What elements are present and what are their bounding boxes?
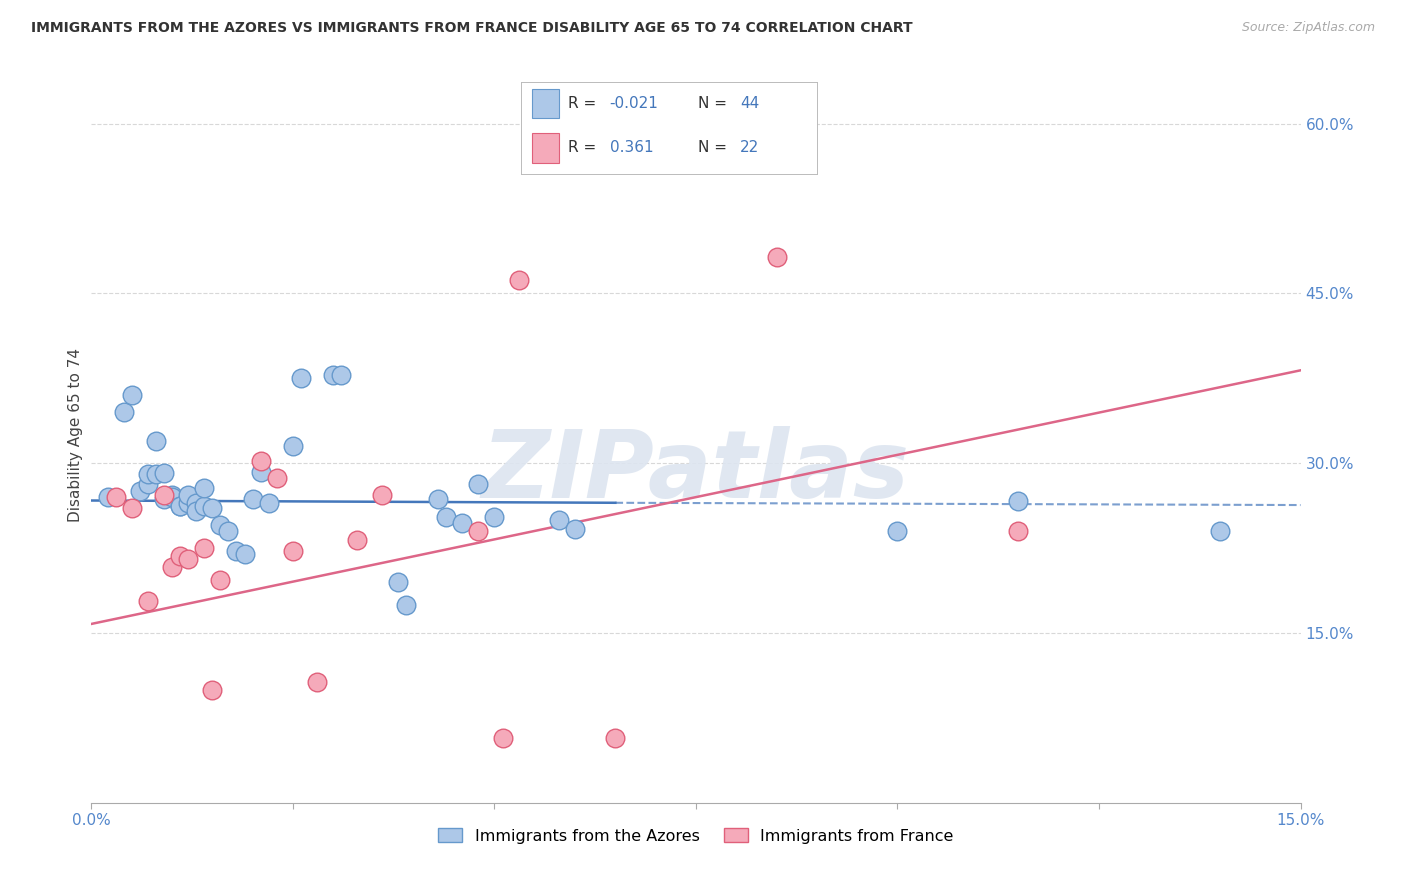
Point <box>145 434 167 448</box>
Point <box>1007 493 1029 508</box>
Point <box>491 731 513 746</box>
Point <box>1007 524 1029 538</box>
Point <box>153 488 176 502</box>
Point <box>160 490 183 504</box>
Point <box>145 467 167 482</box>
Point <box>605 731 627 746</box>
Point <box>169 499 191 513</box>
Point <box>281 544 304 558</box>
Point <box>249 454 271 468</box>
Point <box>128 484 150 499</box>
Point <box>387 575 409 590</box>
Point <box>160 560 183 574</box>
Point <box>765 250 787 264</box>
Point <box>467 524 489 538</box>
Point <box>104 490 127 504</box>
Point <box>201 501 224 516</box>
Point <box>249 465 271 479</box>
Point <box>281 439 304 453</box>
Point <box>266 471 288 485</box>
Point <box>225 544 247 558</box>
Point <box>886 524 908 538</box>
Point <box>209 573 232 587</box>
Point <box>186 504 208 518</box>
Point <box>395 598 418 612</box>
Point <box>451 516 474 530</box>
Text: Source: ZipAtlas.com: Source: ZipAtlas.com <box>1241 21 1375 35</box>
Point <box>177 552 200 566</box>
Point <box>193 541 215 555</box>
Point <box>548 513 571 527</box>
Point <box>233 547 256 561</box>
Point <box>508 273 530 287</box>
Point <box>257 496 280 510</box>
Point <box>307 674 329 689</box>
Point <box>96 490 118 504</box>
Point <box>136 594 159 608</box>
Text: ZIPatlas: ZIPatlas <box>482 425 910 517</box>
Point <box>153 492 176 507</box>
Point <box>201 682 224 697</box>
Point <box>564 522 586 536</box>
Point <box>193 481 215 495</box>
Point <box>1209 524 1232 538</box>
Point <box>121 501 143 516</box>
Point <box>242 492 264 507</box>
Point <box>186 496 208 510</box>
Point <box>434 510 457 524</box>
Point <box>209 518 232 533</box>
Point <box>169 499 191 513</box>
Point <box>193 499 215 513</box>
Point <box>153 467 176 481</box>
Point <box>346 533 368 548</box>
Point <box>160 488 183 502</box>
Point <box>217 524 239 538</box>
Point <box>427 492 450 507</box>
Point <box>177 496 200 510</box>
Point <box>169 549 191 563</box>
Point <box>136 467 159 482</box>
Point <box>322 368 344 382</box>
Point <box>467 476 489 491</box>
Point <box>177 488 200 502</box>
Y-axis label: Disability Age 65 to 74: Disability Age 65 to 74 <box>67 348 83 522</box>
Point <box>112 405 135 419</box>
Point <box>484 510 506 524</box>
Point <box>370 488 392 502</box>
Point <box>330 368 353 382</box>
Point <box>121 388 143 402</box>
Legend: Immigrants from the Azores, Immigrants from France: Immigrants from the Azores, Immigrants f… <box>432 822 960 850</box>
Point <box>290 371 312 385</box>
Point <box>136 476 159 491</box>
Text: IMMIGRANTS FROM THE AZORES VS IMMIGRANTS FROM FRANCE DISABILITY AGE 65 TO 74 COR: IMMIGRANTS FROM THE AZORES VS IMMIGRANTS… <box>31 21 912 36</box>
